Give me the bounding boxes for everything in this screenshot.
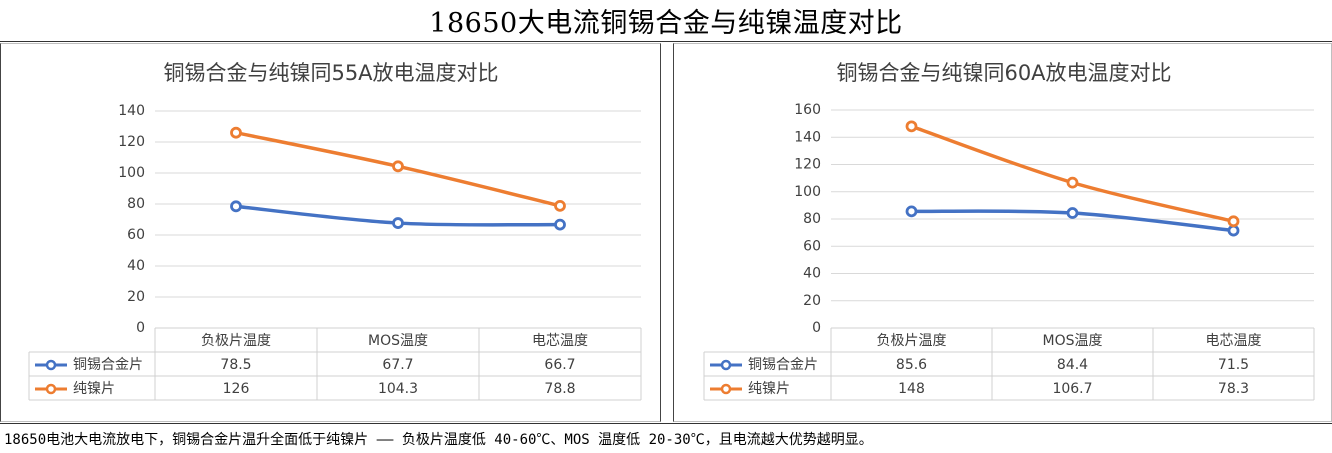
y-tick-label: 160 [794, 102, 821, 118]
y-tick-label: 140 [118, 103, 145, 119]
data-point [1066, 176, 1079, 189]
data-point [905, 205, 918, 218]
data-point [905, 120, 918, 133]
x-category-label: MOS温度 [368, 333, 428, 349]
chart-60a: 铜锡合金与纯镍同60A放电温度对比 0 20 40 60 80 100 120 140 160 负极… [703, 61, 1315, 401]
chart-panel-55a: 铜锡合金与纯镍同55A放电温度对比 0 20 40 60 80 100 120 140 负极片温度… [0, 43, 661, 422]
data-point [392, 160, 404, 173]
y-tick-label: 80 [127, 196, 145, 212]
y-tick-label: 20 [803, 293, 821, 309]
x-category-label: MOS温度 [1043, 333, 1103, 349]
y-tick-label: 100 [794, 184, 821, 200]
chart-55a: 铜锡合金与纯镍同55A放电温度对比 0 20 40 60 80 100 120 140 负极片温度… [28, 61, 642, 401]
x-category-label: 负极片温度 [201, 333, 271, 349]
table-value-cell: 104.3 [378, 381, 418, 397]
table-value-cell: 78.8 [544, 381, 575, 397]
y-tick-label: 0 [812, 320, 821, 336]
legend-key-marker [720, 359, 732, 371]
y-tick-label: 40 [803, 266, 821, 282]
table-value-cell: 148 [898, 381, 925, 397]
legend-series-name: 铜锡合金片 [73, 357, 143, 373]
page-title: 18650大电流铜锡合金与纯镍温度对比 [429, 8, 903, 39]
y-tick-label: 140 [794, 129, 821, 145]
series-line [909, 124, 1236, 224]
legend-key-marker [720, 383, 732, 395]
data-point [392, 217, 404, 229]
y-tick-label: 60 [803, 238, 821, 254]
table-value-cell: 71.5 [1218, 357, 1249, 373]
y-tick-label: 100 [118, 165, 145, 181]
data-point [1066, 207, 1079, 219]
x-category-label: 电芯温度 [1206, 333, 1262, 349]
table-value-cell: 66.7 [544, 357, 575, 373]
legend-series-name: 纯镍片 [748, 381, 790, 397]
chart-title: 铜锡合金与纯镍同55A放电温度对比 [163, 61, 498, 85]
data-point [554, 218, 566, 231]
table-value-cell: 84.4 [1057, 357, 1088, 373]
table-value-cell: 126 [223, 381, 250, 397]
table-value-cell: 67.7 [382, 357, 413, 373]
x-category-label: 电芯温度 [532, 333, 588, 349]
table-value-cell: 78.3 [1218, 381, 1249, 397]
page-title-bar: 18650大电流铜锡合金与纯镍温度对比 [0, 0, 1332, 42]
footnote-text: 18650电池大电流放电下，铜锡合金片温升全面低于纯镍片 —— 负极片温度低 4… [4, 431, 873, 448]
y-tick-label: 80 [803, 211, 821, 227]
table-value-cell: 78.5 [220, 357, 251, 373]
legend-series-name: 铜锡合金片 [748, 357, 818, 373]
data-point [1227, 224, 1240, 237]
data-point [554, 199, 566, 212]
legend-key-marker [45, 359, 57, 371]
y-tick-label: 0 [136, 320, 145, 336]
table-value-cell: 106.7 [1052, 381, 1092, 397]
legend-key-marker [45, 383, 57, 395]
y-tick-label: 120 [794, 157, 821, 173]
y-tick-label: 40 [127, 258, 145, 274]
y-tick-label: 60 [127, 227, 145, 243]
footnote: 18650电池大电流放电下，铜锡合金片温升全面低于纯镍片 —— 负极片温度低 4… [0, 423, 1332, 453]
chart-title: 铜锡合金与纯镍同60A放电温度对比 [836, 61, 1171, 85]
y-tick-label: 120 [118, 134, 145, 150]
chart-panel-60a: 铜锡合金与纯镍同60A放电温度对比 0 20 40 60 80 100 120 140 160 负极… [673, 43, 1332, 422]
data-point [230, 200, 242, 213]
data-point [1227, 215, 1240, 228]
legend-series-name: 纯镍片 [73, 381, 115, 397]
x-category-label: 负极片温度 [877, 333, 947, 349]
y-tick-label: 20 [127, 289, 145, 305]
data-point [230, 126, 242, 139]
table-value-cell: 85.6 [896, 357, 927, 373]
